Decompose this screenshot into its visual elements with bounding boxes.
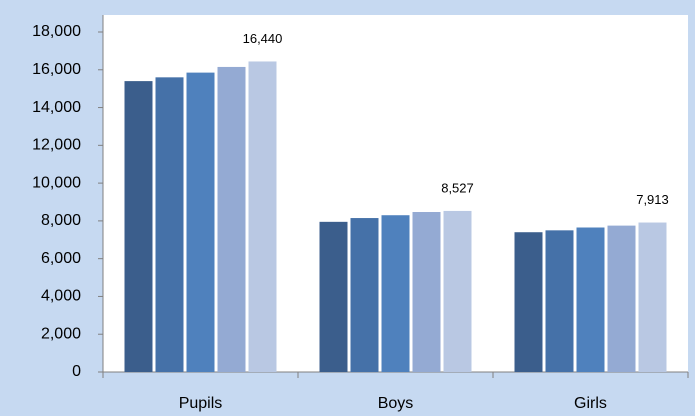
data-label: 16,440 — [243, 31, 283, 46]
bar — [381, 215, 410, 372]
y-tick-label: 2,000 — [41, 325, 81, 342]
x-tick-label: Boys — [378, 395, 414, 412]
bar — [545, 230, 574, 372]
bar — [186, 72, 215, 372]
bar — [443, 210, 472, 372]
x-tick-label: Girls — [574, 395, 607, 412]
x-tick-label: Pupils — [179, 395, 223, 412]
y-tick-label: 0 — [72, 363, 81, 380]
y-tick-label: 10,000 — [32, 174, 81, 191]
bar — [638, 222, 667, 372]
data-label: 7,913 — [636, 192, 669, 207]
y-tick-label: 8,000 — [41, 212, 81, 229]
y-tick-label: 6,000 — [41, 250, 81, 267]
bar — [217, 66, 246, 372]
y-tick-label: 18,000 — [32, 23, 81, 40]
bar — [576, 227, 605, 372]
y-tick-label: 4,000 — [41, 288, 81, 305]
bar — [155, 77, 184, 372]
bar — [248, 61, 277, 372]
y-tick-label: 12,000 — [32, 137, 81, 154]
bar — [514, 232, 543, 372]
bar — [319, 221, 348, 372]
y-tick-label: 14,000 — [32, 99, 81, 116]
y-tick-label: 16,000 — [32, 61, 81, 78]
bar — [124, 81, 153, 372]
bar — [607, 225, 636, 372]
data-label: 8,527 — [441, 180, 474, 195]
bar — [412, 212, 441, 372]
bar — [350, 218, 379, 372]
